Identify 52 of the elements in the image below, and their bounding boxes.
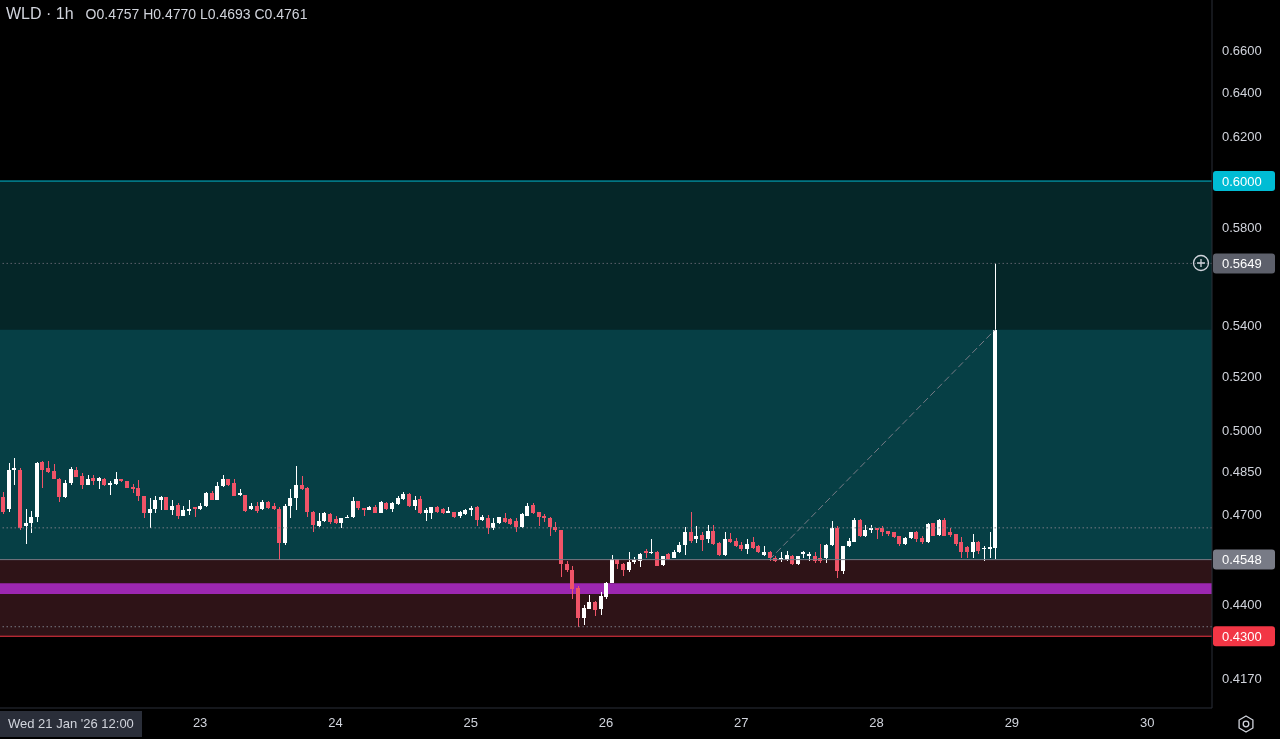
y-tick-label: 0.6400 xyxy=(1222,85,1262,101)
candlestick xyxy=(311,510,315,533)
candlestick xyxy=(830,520,834,547)
candlestick xyxy=(971,533,975,560)
y-tick-label: 0.5800 xyxy=(1222,219,1262,235)
candlestick xyxy=(548,516,552,537)
candlestick xyxy=(723,531,727,557)
x-tick-label: 27 xyxy=(734,715,749,731)
candlestick xyxy=(57,477,61,503)
x-tick-label: 26 xyxy=(598,715,614,731)
text: Wed 21 Jan '26 12:00 xyxy=(0,711,142,737)
ref-line-label: 0.4300 xyxy=(1222,628,1262,644)
candlestick xyxy=(711,524,715,546)
candlestick xyxy=(700,531,704,552)
chart-subtitle: O0.4757 H0.4770 L0.4693 C0.4761 xyxy=(85,6,308,22)
y-tick-label: 0.4850 xyxy=(1222,464,1262,480)
candlestick xyxy=(689,511,693,544)
candlestick xyxy=(288,488,292,520)
candlestick xyxy=(351,496,355,519)
x-tick-label: 29 xyxy=(1004,715,1020,731)
candlestick xyxy=(1,491,5,515)
candlestick xyxy=(40,460,44,489)
x-tick-label: 23 xyxy=(192,715,208,731)
x-tick-label: 28 xyxy=(869,715,884,731)
ref-line-label: 0.6000 xyxy=(1222,173,1262,189)
candlestick xyxy=(926,522,930,544)
candlestick xyxy=(610,554,614,584)
candlestick xyxy=(824,543,828,564)
y-tick-label: 0.5000 xyxy=(1222,422,1262,438)
y-tick-label: 0.5200 xyxy=(1222,369,1262,385)
candlestick xyxy=(683,526,687,556)
candlestick xyxy=(486,514,490,535)
ref-line-label: 0.5649 xyxy=(1222,255,1262,271)
x-tick-label: 30 xyxy=(1139,715,1155,731)
candlestick xyxy=(148,497,152,529)
y-tick-label: 0.4170 xyxy=(1222,670,1262,686)
candlestick xyxy=(294,465,298,511)
candlestick xyxy=(475,505,479,527)
y-tick-label: 0.4400 xyxy=(1222,597,1262,613)
x-tick-label: 25 xyxy=(463,715,478,731)
chart-title: WLD · 1h xyxy=(6,5,74,23)
y-tick-label: 0.4700 xyxy=(1222,507,1262,523)
x-tick-label: 24 xyxy=(328,715,343,731)
y-tick-label: 0.5400 xyxy=(1222,317,1262,333)
y-tick-label: 0.6600 xyxy=(1222,43,1262,59)
candlestick xyxy=(12,457,16,486)
candlestick xyxy=(627,551,631,573)
candlestick xyxy=(570,565,574,600)
candlestick xyxy=(858,518,862,538)
y-tick-label: 0.6200 xyxy=(1222,128,1262,144)
candlestick xyxy=(29,510,33,534)
ref-line-label: 0.4548 xyxy=(1222,552,1262,568)
